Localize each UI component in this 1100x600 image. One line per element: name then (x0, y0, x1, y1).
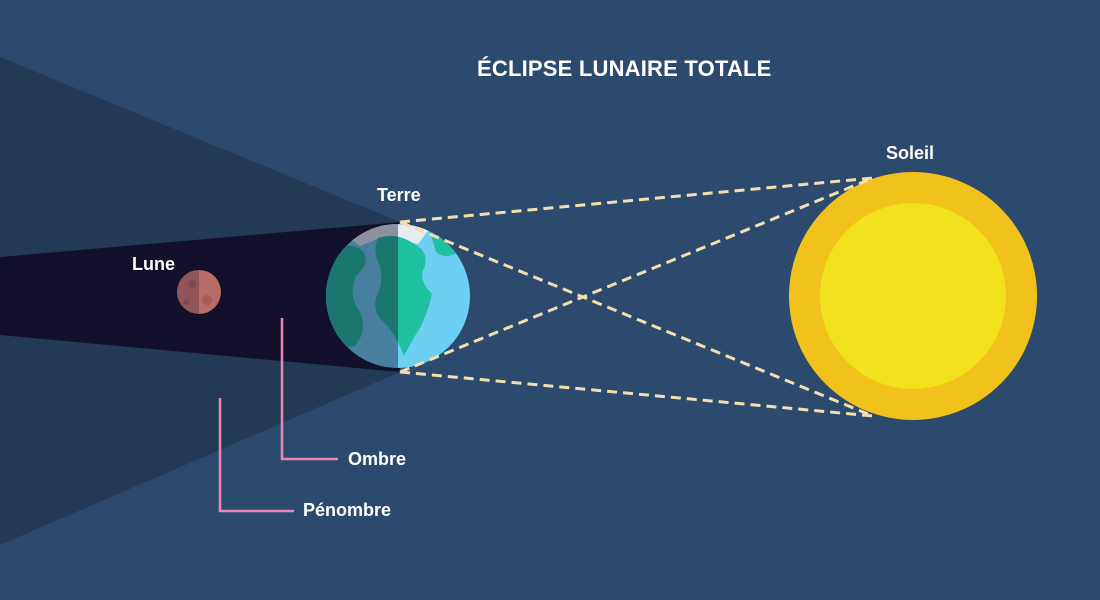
earth (326, 224, 470, 368)
penumbra-label: Pénombre (303, 500, 392, 520)
sun-core (820, 203, 1006, 389)
sun-label: Soleil (886, 143, 935, 163)
earth-continent-center (375, 236, 432, 356)
penumbra-leader-line (218, 398, 294, 513)
earth-label: Terre (377, 185, 421, 205)
leader-lines (218, 318, 338, 513)
umbra-leader-line (280, 318, 338, 461)
ray-top-outer (399, 176, 874, 224)
ray-cross-down (399, 220, 874, 418)
moon-crater (202, 295, 212, 305)
moon-crater (188, 280, 196, 288)
moon (177, 270, 221, 314)
ray-cross-up (399, 176, 874, 374)
diagram-title: ÉCLIPSE LUNAIRE TOTALE (477, 56, 772, 81)
ray-bottom-outer (399, 370, 874, 418)
sun (789, 172, 1037, 420)
earth-continent-west (326, 245, 366, 350)
umbra-label: Ombre (348, 449, 407, 469)
moon-label: Lune (132, 254, 175, 274)
sun-rays (399, 176, 874, 418)
moon-shaded-half (177, 270, 199, 314)
moon-crater (183, 299, 189, 305)
